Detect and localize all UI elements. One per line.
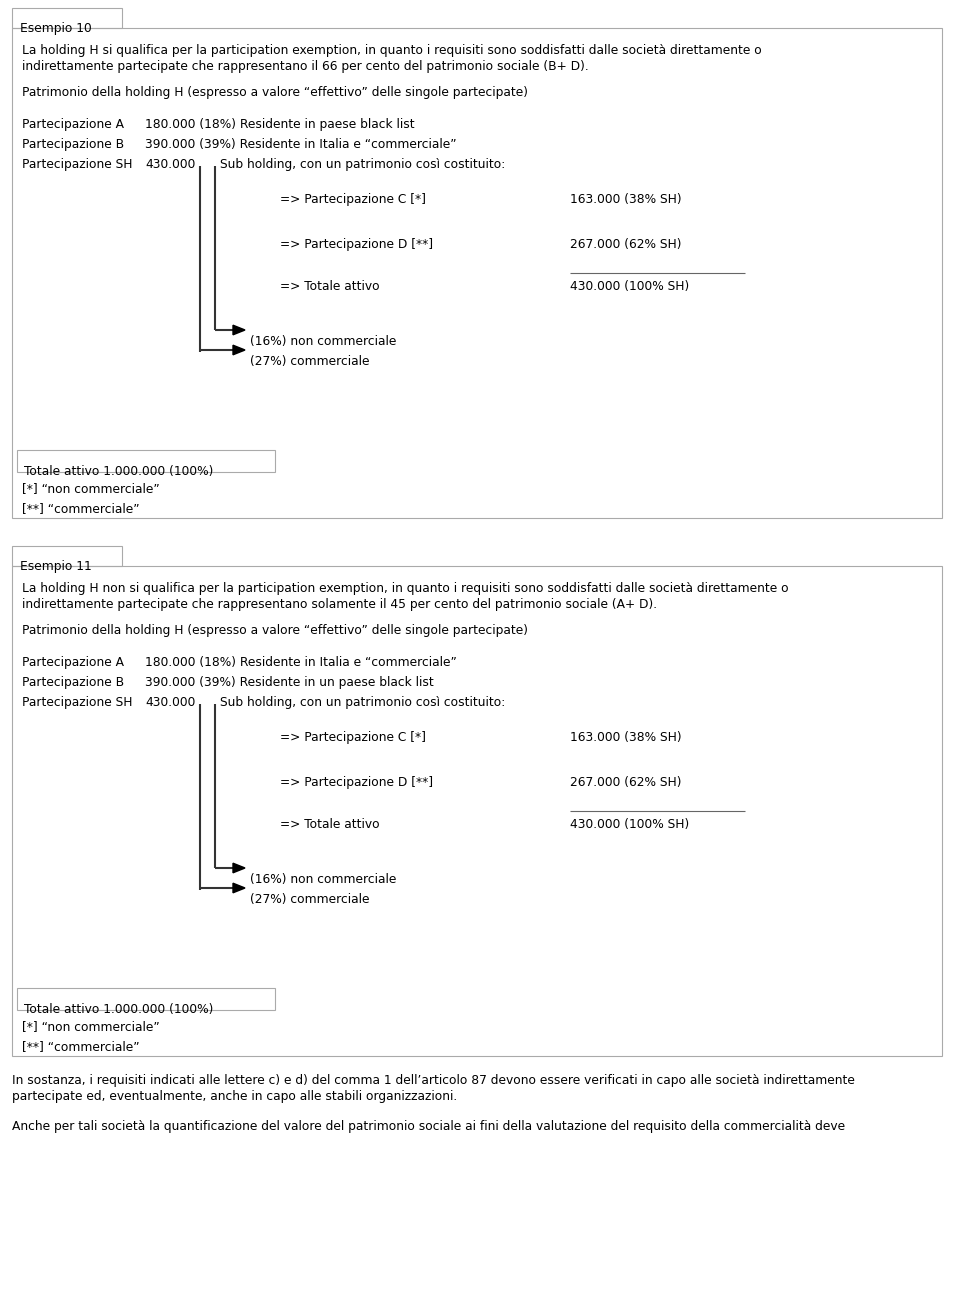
Text: indirettamente partecipate che rappresentano il 66 per cento del patrimonio soci: indirettamente partecipate che rappresen… [22,60,588,73]
Text: 430.000: 430.000 [145,695,196,708]
Text: (27%) commerciale: (27%) commerciale [250,893,370,907]
Text: Totale attivo 1.000.000 (100%): Totale attivo 1.000.000 (100%) [24,1002,213,1015]
Text: (16%) non commerciale: (16%) non commerciale [250,335,396,348]
Polygon shape [233,883,245,892]
Text: [*] “non commerciale”: [*] “non commerciale” [22,482,159,495]
Polygon shape [233,325,245,335]
Bar [12,8,122,28]
Text: => Partecipazione C [*]: => Partecipazione C [*] [280,193,426,206]
Text: 430.000 (100% SH): 430.000 (100% SH) [570,817,689,830]
Text: (27%) commerciale: (27%) commerciale [250,356,370,367]
Text: => Totale attivo: => Totale attivo [280,817,379,830]
Text: Sub holding, con un patrimonio così costituito:: Sub holding, con un patrimonio così cost… [220,695,505,708]
Text: [**] “commerciale”: [**] “commerciale” [22,1040,139,1054]
Text: 163.000 (38% SH): 163.000 (38% SH) [570,731,682,744]
Text: Esempio 11: Esempio 11 [20,560,92,573]
Text: indirettamente partecipate che rappresentano solamente il 45 per cento del patri: indirettamente partecipate che rappresen… [22,598,658,611]
Text: 267.000 (62% SH): 267.000 (62% SH) [570,237,682,251]
Text: Sub holding, con un patrimonio così costituito:: Sub holding, con un patrimonio così cost… [220,157,505,171]
Text: 267.000 (62% SH): 267.000 (62% SH) [570,775,682,789]
Text: 430.000 (100% SH): 430.000 (100% SH) [570,279,689,293]
Polygon shape [233,345,245,354]
Text: 430.000: 430.000 [145,157,196,171]
Text: La holding H non si qualifica per la participation exemption, in quanto i requis: La holding H non si qualifica per la par… [22,583,788,596]
Text: 163.000 (38% SH): 163.000 (38% SH) [570,193,682,206]
Bar [12,565,942,1056]
Text: Partecipazione A: Partecipazione A [22,656,124,669]
Bar [17,450,275,472]
Text: Patrimonio della holding H (espresso a valore “effettivo” delle singole partecip: Patrimonio della holding H (espresso a v… [22,87,528,98]
Text: In sostanza, i requisiti indicati alle lettere c) e d) del comma 1 dell’articolo: In sostanza, i requisiti indicati alle l… [12,1075,854,1088]
Text: Partecipazione SH: Partecipazione SH [22,695,132,708]
Text: Partecipazione B: Partecipazione B [22,138,124,151]
Text: 180.000 (18%) Residente in paese black list: 180.000 (18%) Residente in paese black l… [145,118,415,131]
Polygon shape [233,863,245,872]
Text: Partecipazione B: Partecipazione B [22,676,124,689]
Text: Totale attivo 1.000.000 (100%): Totale attivo 1.000.000 (100%) [24,464,213,478]
Text: partecipate ed, eventualmente, anche in capo alle stabili organizzazioni.: partecipate ed, eventualmente, anche in … [12,1090,457,1103]
Text: (16%) non commerciale: (16%) non commerciale [250,872,396,886]
Text: => Totale attivo: => Totale attivo [280,279,379,293]
Text: 180.000 (18%) Residente in Italia e “commerciale”: 180.000 (18%) Residente in Italia e “com… [145,656,457,669]
Text: => Partecipazione C [*]: => Partecipazione C [*] [280,731,426,744]
Text: Patrimonio della holding H (espresso a valore “effettivo” delle singole partecip: Patrimonio della holding H (espresso a v… [22,625,528,638]
Text: La holding H si qualifica per la participation exemption, in quanto i requisiti : La holding H si qualifica per la partici… [22,45,761,56]
Text: Partecipazione A: Partecipazione A [22,118,124,131]
Text: Partecipazione SH: Partecipazione SH [22,157,132,171]
Text: 390.000 (39%) Residente in Italia e “commerciale”: 390.000 (39%) Residente in Italia e “com… [145,138,457,151]
Text: Esempio 10: Esempio 10 [20,22,92,35]
Bar [17,988,275,1010]
Bar [12,28,942,518]
Bar [12,546,122,565]
Text: [**] “commerciale”: [**] “commerciale” [22,502,139,516]
Text: => Partecipazione D [**]: => Partecipazione D [**] [280,237,433,251]
Text: => Partecipazione D [**]: => Partecipazione D [**] [280,775,433,789]
Text: 390.000 (39%) Residente in un paese black list: 390.000 (39%) Residente in un paese blac… [145,676,434,689]
Text: Anche per tali società la quantificazione del valore del patrimonio sociale ai f: Anche per tali società la quantificazion… [12,1120,845,1134]
Text: [*] “non commerciale”: [*] “non commerciale” [22,1019,159,1033]
